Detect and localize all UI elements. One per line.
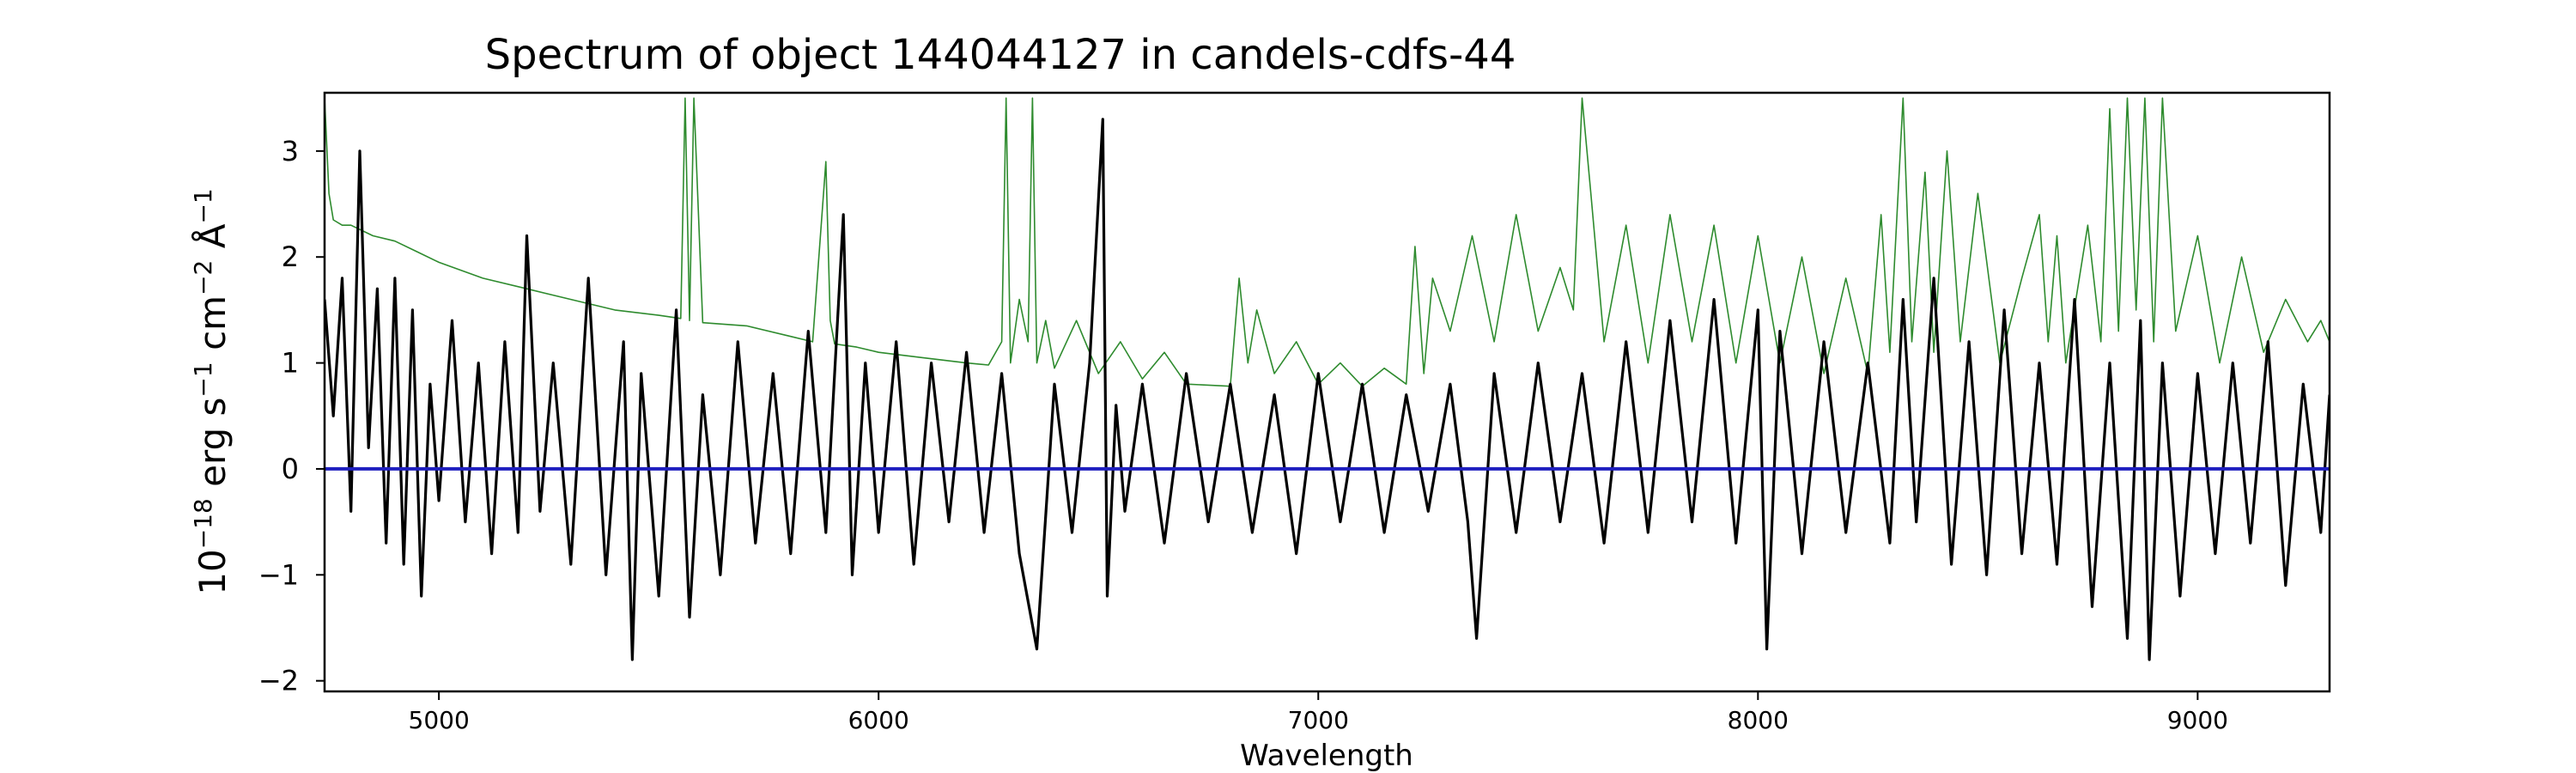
x-tick-label: 7000 bbox=[1288, 706, 1349, 734]
plot-frame bbox=[323, 91, 2331, 693]
x-tick-label: 5000 bbox=[409, 706, 470, 734]
x-axis-label: Wavelength bbox=[1240, 739, 1413, 773]
y-tick-label: 0 bbox=[282, 453, 299, 485]
y-tick-label: −1 bbox=[258, 558, 299, 591]
series-layer bbox=[325, 97, 2330, 661]
y-label-unit-2: cm bbox=[191, 295, 234, 362]
y-label-exp-1: −18 bbox=[189, 498, 217, 549]
flux-series-line bbox=[325, 118, 2330, 661]
y-tick-label: −2 bbox=[258, 665, 299, 697]
y-label-base: 10 bbox=[191, 549, 234, 594]
y-label-exp-3: −2 bbox=[189, 260, 217, 295]
y-axis-ticks: −2 −1 0 1 2 3 bbox=[258, 135, 325, 697]
y-label-exp-2: −1 bbox=[189, 362, 217, 397]
x-tick-label: 6000 bbox=[848, 706, 909, 734]
plot-area bbox=[323, 91, 2331, 693]
y-axis-label: 10−18 erg s−1 cm−2 Å−1 bbox=[189, 188, 234, 594]
x-tick-label: 8000 bbox=[1728, 706, 1789, 734]
x-tick-label: 9000 bbox=[2167, 706, 2228, 734]
error-series-line bbox=[325, 97, 2330, 387]
y-label-exp-4: −1 bbox=[189, 188, 217, 223]
y-label-unit-3: Å bbox=[191, 223, 234, 259]
chart-title: Spectrum of object 144044127 in candels-… bbox=[485, 31, 1516, 79]
y-tick-label: 2 bbox=[282, 240, 299, 273]
y-label-unit-1: erg s bbox=[191, 398, 234, 499]
y-tick-label: 1 bbox=[282, 347, 299, 380]
x-axis-ticks: 5000 6000 7000 8000 9000 bbox=[409, 691, 2228, 734]
y-tick-label: 3 bbox=[282, 135, 299, 167]
